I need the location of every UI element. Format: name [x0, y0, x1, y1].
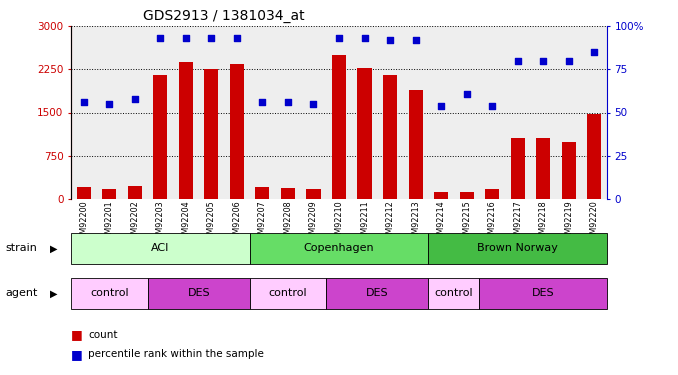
Point: [512, 58, 523, 64]
Bar: [485, 189, 499, 199]
Text: ACI: ACI: [151, 243, 170, 254]
Point: [104, 101, 115, 107]
Text: count: count: [88, 330, 118, 340]
Bar: [479, 278, 607, 309]
Text: control: control: [90, 288, 129, 298]
Bar: [128, 186, 142, 199]
Bar: [460, 192, 473, 199]
Bar: [409, 90, 422, 199]
Text: strain: strain: [5, 243, 37, 254]
Bar: [173, 26, 199, 199]
Bar: [102, 189, 117, 199]
Bar: [256, 187, 269, 199]
Bar: [71, 26, 97, 199]
Bar: [332, 55, 346, 199]
Point: [79, 99, 89, 105]
Bar: [357, 68, 372, 199]
Point: [563, 58, 574, 64]
Text: DES: DES: [532, 288, 555, 298]
Point: [410, 37, 421, 43]
Bar: [326, 278, 428, 309]
Point: [308, 101, 319, 107]
Point: [232, 35, 243, 41]
Bar: [179, 62, 193, 199]
Bar: [505, 26, 530, 199]
Bar: [230, 64, 244, 199]
Bar: [250, 278, 326, 309]
Point: [384, 37, 395, 43]
Bar: [556, 26, 581, 199]
Point: [155, 35, 166, 41]
Text: agent: agent: [5, 288, 38, 298]
Text: DES: DES: [366, 288, 388, 298]
Bar: [536, 138, 550, 199]
Text: ▶: ▶: [49, 288, 57, 298]
Bar: [581, 26, 607, 199]
Point: [461, 90, 472, 96]
Bar: [383, 75, 397, 199]
Point: [206, 35, 217, 41]
Bar: [224, 26, 250, 199]
Bar: [306, 189, 321, 199]
Point: [487, 103, 498, 109]
Text: ■: ■: [71, 328, 83, 341]
Bar: [454, 26, 479, 199]
Text: control: control: [435, 288, 473, 298]
Bar: [403, 26, 428, 199]
Text: ▶: ▶: [49, 243, 57, 254]
Bar: [428, 232, 607, 264]
Bar: [250, 232, 428, 264]
Text: percentile rank within the sample: percentile rank within the sample: [88, 350, 264, 359]
Bar: [281, 188, 295, 199]
Text: control: control: [268, 288, 307, 298]
Bar: [301, 26, 326, 199]
Text: DES: DES: [187, 288, 210, 298]
Point: [283, 99, 294, 105]
Bar: [148, 278, 250, 309]
Bar: [71, 278, 148, 309]
Bar: [122, 26, 148, 199]
Point: [589, 49, 599, 55]
Bar: [428, 26, 454, 199]
Bar: [153, 75, 167, 199]
Bar: [587, 114, 601, 199]
Bar: [199, 26, 224, 199]
Bar: [250, 26, 275, 199]
Text: Copenhagen: Copenhagen: [304, 243, 374, 254]
Bar: [326, 26, 352, 199]
Point: [435, 103, 446, 109]
Point: [334, 35, 344, 41]
Bar: [511, 138, 525, 199]
Text: Brown Norway: Brown Norway: [477, 243, 558, 254]
Text: GDS2913 / 1381034_at: GDS2913 / 1381034_at: [143, 9, 304, 23]
Point: [359, 35, 370, 41]
Text: ■: ■: [71, 348, 83, 361]
Bar: [377, 26, 403, 199]
Bar: [561, 142, 576, 199]
Bar: [77, 187, 91, 199]
Point: [129, 96, 140, 102]
Bar: [275, 26, 301, 199]
Bar: [530, 26, 556, 199]
Bar: [205, 69, 218, 199]
Bar: [434, 192, 448, 199]
Bar: [97, 26, 122, 199]
Point: [180, 35, 191, 41]
Bar: [428, 278, 479, 309]
Bar: [352, 26, 377, 199]
Bar: [479, 26, 505, 199]
Point: [538, 58, 549, 64]
Point: [257, 99, 268, 105]
Bar: [148, 26, 173, 199]
Bar: [71, 232, 250, 264]
